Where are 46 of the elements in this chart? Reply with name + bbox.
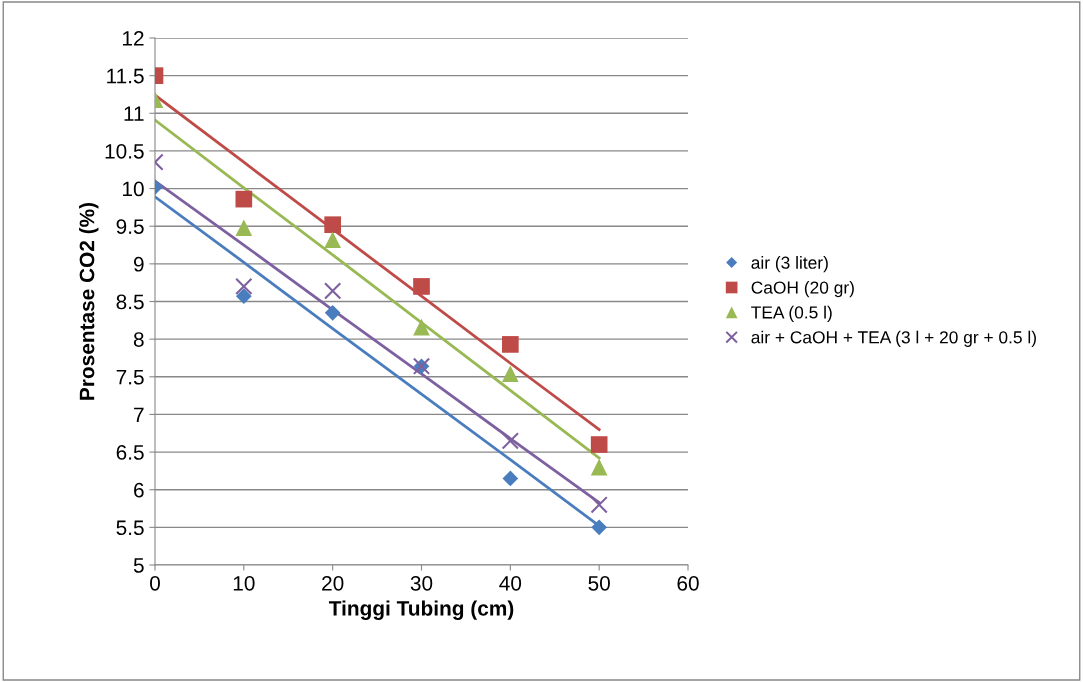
point	[590, 458, 608, 476]
x-tick-label: 30	[410, 575, 433, 591]
point	[324, 231, 341, 249]
point	[235, 277, 253, 296]
y-tick-label: 7.5	[116, 370, 144, 385]
point	[502, 336, 519, 353]
y-tick-label: 10.5	[105, 143, 144, 159]
y-tick-label: 8.5	[116, 294, 144, 310]
point	[502, 470, 519, 487]
point	[413, 318, 430, 336]
x-tick-label: 0	[150, 575, 160, 591]
point	[590, 496, 608, 514]
y-tick-label: 7	[134, 407, 144, 422]
y-tick-label: 6	[134, 482, 144, 498]
y-tick-label: 5	[133, 558, 144, 573]
point	[235, 219, 253, 237]
point	[323, 282, 342, 300]
x-tick-label: 20	[322, 575, 344, 591]
point	[324, 216, 341, 234]
x-tick-label: 60	[677, 575, 699, 591]
x-tick-label: 50	[588, 575, 610, 591]
y-tick-label: 9.5	[116, 219, 144, 234]
point	[501, 432, 520, 450]
legend-label: air + CaOH + TEA (3 l + 20 gr + 0.5 l)	[751, 330, 1036, 347]
x-tick-label: 10	[233, 575, 255, 591]
y-tick-label: 8	[133, 332, 144, 347]
point	[591, 519, 608, 536]
y-tick-label: 11.5	[107, 68, 144, 84]
point	[502, 365, 519, 383]
y-axis-title: Prosentase CO2 (%)	[79, 202, 99, 400]
x-tick-label: 40	[499, 575, 522, 591]
point	[413, 278, 430, 295]
legend-label: TEA (0.5 l)	[751, 305, 832, 323]
x-axis-title: Tinggi Tubing (cm)	[328, 600, 514, 620]
y-tick-label: 11	[124, 106, 144, 121]
y-tick-label: 5.5	[116, 520, 144, 536]
y-tick-label: 10	[123, 181, 144, 197]
point	[235, 288, 252, 305]
point	[235, 190, 253, 208]
point	[324, 304, 341, 321]
y-tick-label: 9	[133, 256, 144, 272]
y-tick-label: 6.5	[116, 445, 144, 460]
legend-label: CaOH (20 gr)	[751, 280, 854, 298]
y-tick-label: 12	[123, 31, 144, 46]
legend-label: air (3 liter)	[751, 256, 828, 273]
point	[590, 436, 608, 453]
